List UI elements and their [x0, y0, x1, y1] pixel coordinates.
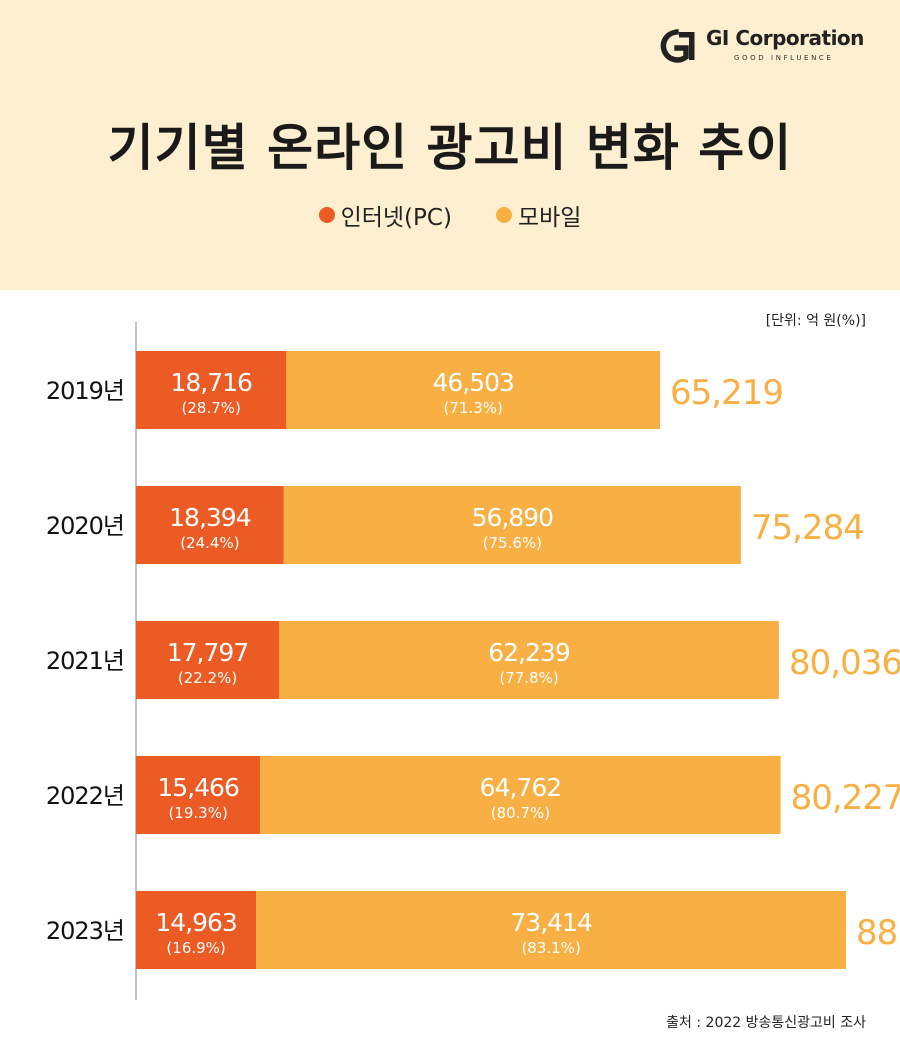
total-label: 75,284 [751, 508, 864, 548]
legend-item-mobile: 모바일 [495, 198, 582, 232]
mobile-percent-label: (80.7%) [491, 804, 550, 822]
company-name: GI Corporation [706, 26, 864, 50]
category-label: 2019년 [46, 377, 124, 405]
mobile-percent-label: (77.8%) [499, 669, 558, 687]
pc-percent-label: (24.4%) [180, 534, 239, 552]
gi-logo-icon [660, 28, 695, 63]
category-label: 2022년 [46, 782, 124, 810]
category-label: 2021년 [46, 647, 124, 675]
bar-pc [136, 621, 279, 699]
total-label: 65,219 [670, 373, 783, 413]
pc-value-label: 18,394 [169, 503, 251, 532]
bar-mobile [260, 756, 781, 834]
mobile-value-label: 46,503 [432, 368, 513, 397]
legend-label-mobile: 모바일 [517, 205, 582, 231]
mobile-percent-label: (75.6%) [483, 534, 542, 552]
pc-value-label: 18,716 [170, 368, 252, 397]
category-label: 2023년 [46, 917, 124, 945]
bar-pc [136, 351, 287, 429]
mobile-value-label: 56,890 [472, 503, 554, 532]
pc-value-label: 15,466 [157, 773, 239, 802]
pc-percent-label: (19.3%) [168, 804, 227, 822]
mobile-value-label: 64,762 [480, 773, 561, 802]
bar-pc [136, 756, 261, 834]
header-banner: GI Corporation GOOD INFLUENCE 기기별 온라인 광고… [0, 0, 900, 290]
mobile-percent-label: (83.1%) [521, 939, 580, 957]
bar-pc [136, 891, 257, 969]
category-label: 2020년 [46, 512, 124, 540]
unit-note: [단위: 억 원(%)] [765, 313, 866, 329]
bar-mobile [256, 891, 847, 969]
mobile-value-label: 62,239 [488, 638, 570, 667]
mobile-value-label: 73,414 [510, 908, 592, 937]
total-label: 80,227 [791, 778, 900, 818]
legend-item-pc: 인터넷(PC) [318, 198, 452, 232]
bar-mobile [283, 486, 741, 564]
pc-value-label: 17,797 [167, 638, 248, 667]
total-label: 80,036 [789, 643, 900, 683]
bar-mobile [278, 621, 780, 699]
chart-legend: 인터넷(PC) 모바일 [0, 198, 900, 232]
legend-swatch-mobile [495, 207, 512, 223]
bar-mobile [286, 351, 660, 429]
pc-percent-label: (22.2%) [178, 669, 237, 687]
company-tagline: GOOD INFLUENCE [734, 54, 834, 62]
chart-title: 기기별 온라인 광고비 변화 추이 [107, 119, 793, 177]
legend-swatch-pc [318, 207, 335, 223]
legend-label-pc: 인터넷(PC) [340, 205, 452, 231]
pc-value-label: 14,963 [155, 908, 236, 937]
company-logo: GI Corporation GOOD INFLUENCE [660, 26, 870, 66]
source-note: 출처 : 2022 방송통신광고비 조사 [666, 1015, 866, 1031]
mobile-percent-label: (71.3%) [444, 399, 503, 417]
pc-percent-label: (16.9%) [166, 939, 225, 957]
pc-percent-label: (28.7%) [182, 399, 241, 417]
bar-pc [136, 486, 284, 564]
total-label: 88,377 [856, 913, 900, 953]
